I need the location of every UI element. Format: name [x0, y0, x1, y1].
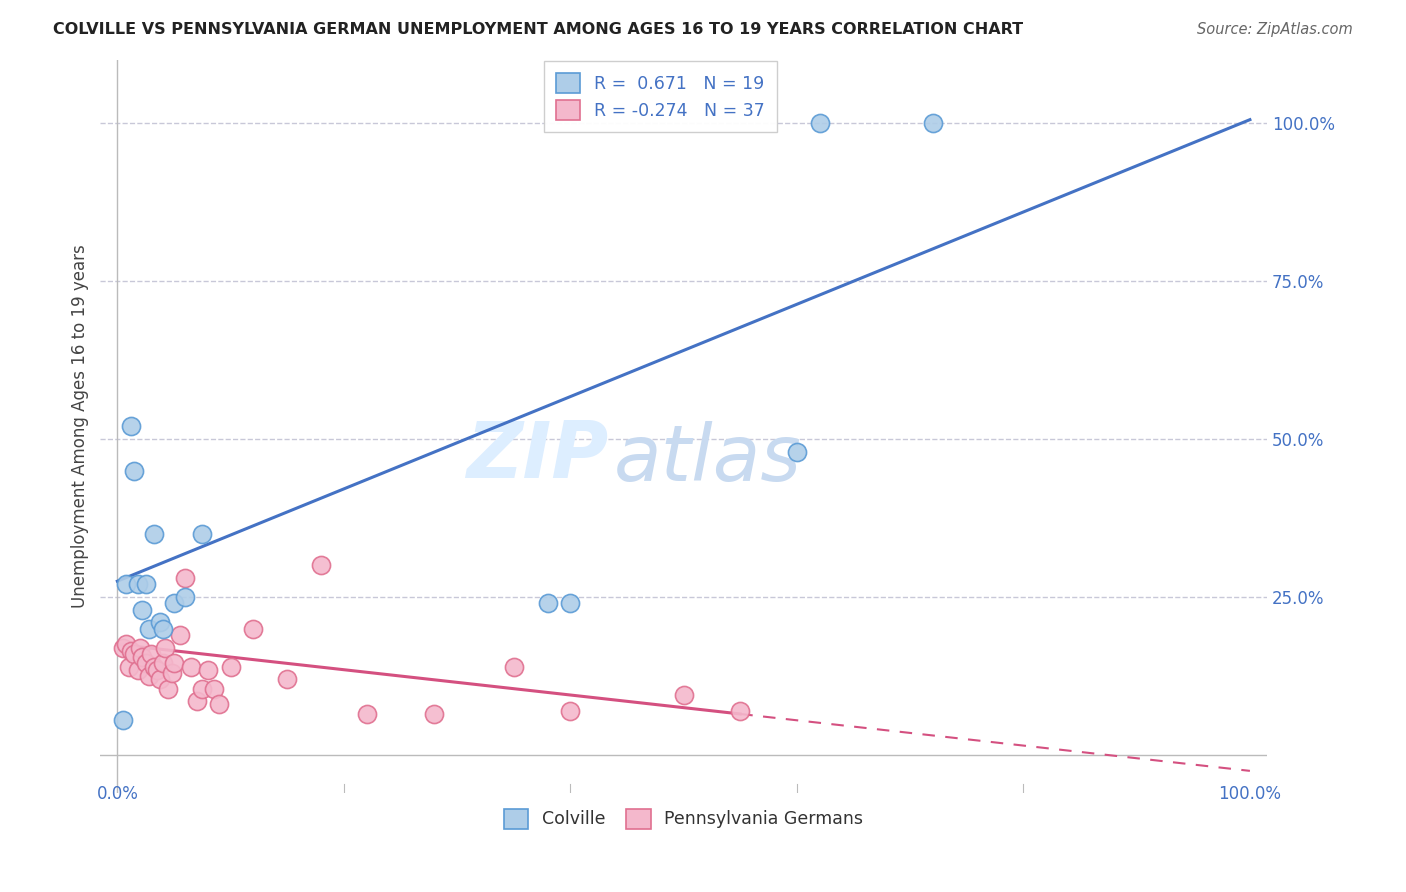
Point [160, 665, 183, 680]
Point [124, 464, 146, 478]
Point [191, 526, 214, 541]
Point [242, 622, 264, 636]
Point [120, 644, 142, 658]
Point [157, 681, 180, 696]
Point [672, 688, 695, 702]
Point [174, 590, 197, 604]
Text: 100.0%: 100.0% [1219, 786, 1281, 804]
Point [146, 663, 169, 677]
Point [786, 444, 808, 458]
Point [808, 116, 831, 130]
Point [153, 640, 176, 655]
Point [142, 659, 165, 673]
Point [111, 714, 134, 728]
Point [111, 640, 134, 655]
Point [537, 596, 560, 610]
Point [186, 694, 208, 708]
Point [135, 657, 157, 671]
Point [174, 571, 197, 585]
Point [142, 526, 165, 541]
Text: 0.0%: 0.0% [97, 786, 138, 804]
Point [191, 681, 214, 696]
Point [163, 596, 186, 610]
Point [149, 615, 172, 630]
Point [124, 647, 146, 661]
Point [152, 622, 174, 636]
Point [202, 681, 225, 696]
Point [120, 419, 142, 434]
Point [127, 577, 149, 591]
Point [115, 637, 138, 651]
Point [921, 116, 943, 130]
Text: Source: ZipAtlas.com: Source: ZipAtlas.com [1197, 22, 1353, 37]
Point [180, 659, 202, 673]
Y-axis label: Unemployment Among Ages 16 to 19 years: Unemployment Among Ages 16 to 19 years [72, 244, 89, 608]
Point [138, 622, 160, 636]
Point [129, 640, 152, 655]
Point [728, 704, 751, 718]
Text: COLVILLE VS PENNSYLVANIA GERMAN UNEMPLOYMENT AMONG AGES 16 TO 19 YEARS CORRELATI: COLVILLE VS PENNSYLVANIA GERMAN UNEMPLOY… [53, 22, 1024, 37]
Point [219, 659, 242, 673]
Point [309, 558, 332, 573]
Point [131, 650, 153, 665]
Point [135, 577, 157, 591]
Point [356, 706, 378, 721]
Point [197, 663, 219, 677]
Point [115, 577, 138, 591]
Legend: Colville, Pennsylvania Germans: Colville, Pennsylvania Germans [496, 802, 870, 836]
Point [423, 706, 446, 721]
Text: atlas: atlas [613, 421, 801, 498]
Point [118, 659, 141, 673]
Point [152, 657, 174, 671]
Point [560, 704, 582, 718]
Point [149, 672, 172, 686]
Point [131, 602, 153, 616]
Point [138, 669, 160, 683]
Text: ZIP: ZIP [465, 417, 607, 493]
Point [208, 698, 231, 712]
Point [276, 672, 298, 686]
Point [141, 647, 163, 661]
Point [502, 659, 524, 673]
Point [163, 657, 186, 671]
Point [560, 596, 582, 610]
Point [127, 663, 149, 677]
Point [169, 628, 191, 642]
